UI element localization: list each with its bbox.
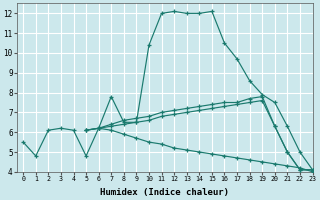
X-axis label: Humidex (Indice chaleur): Humidex (Indice chaleur)	[100, 188, 229, 197]
